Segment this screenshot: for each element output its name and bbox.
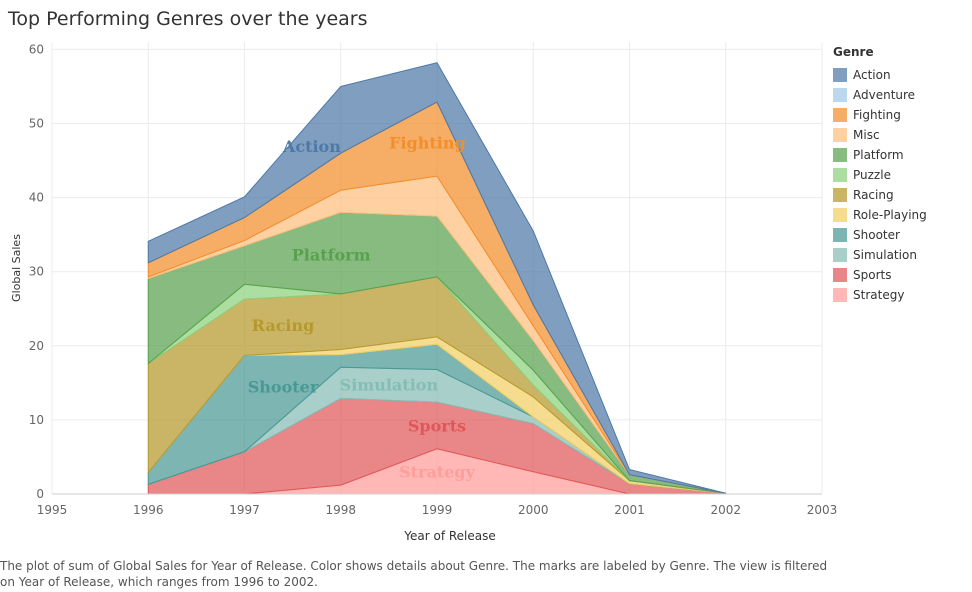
x-tick-label: 1999 <box>422 503 453 517</box>
y-axis-label: Global Sales <box>10 234 23 302</box>
legend-item[interactable]: Strategy <box>833 285 927 305</box>
x-tick-label: 1997 <box>229 503 260 517</box>
legend-item[interactable]: Role-Playing <box>833 205 927 225</box>
y-tick-label: 30 <box>29 265 44 279</box>
legend-swatch <box>833 108 847 122</box>
legend-label: Role-Playing <box>853 208 927 222</box>
legend-label: Adventure <box>853 88 916 102</box>
legend-swatch <box>833 128 847 142</box>
legend-label: Action <box>853 68 891 82</box>
x-tick-label: 1996 <box>133 503 164 517</box>
caption: The plot of sum of Global Sales for Year… <box>0 559 828 589</box>
legend-swatch <box>833 168 847 182</box>
legend-item[interactable]: Shooter <box>833 225 927 245</box>
x-tick-label: 2003 <box>807 503 838 517</box>
area-action <box>147 62 726 494</box>
legend-label: Strategy <box>853 288 905 302</box>
legend-item[interactable]: Fighting <box>833 105 927 125</box>
legend-item[interactable]: Misc <box>833 125 927 145</box>
legend-swatch <box>833 88 847 102</box>
legend-swatch <box>833 268 847 282</box>
chart-title: Top Performing Genres over the years <box>8 8 368 30</box>
legend-item[interactable]: Simulation <box>833 245 927 265</box>
area-label-racing: Racing <box>252 316 315 335</box>
legend-swatch <box>833 208 847 222</box>
y-tick-label: 60 <box>29 42 44 56</box>
legend-label: Simulation <box>853 248 917 262</box>
area-label-sports: Sports <box>408 416 466 435</box>
x-tick-label: 2002 <box>710 503 741 517</box>
y-tick-label: 40 <box>29 191 44 205</box>
legend-swatch <box>833 228 847 242</box>
legend-swatch <box>833 148 847 162</box>
y-tick-label: 50 <box>29 117 44 131</box>
x-axis-label: Year of Release <box>403 529 496 543</box>
area-label-fighting: Fighting <box>389 133 466 152</box>
legend-item[interactable]: Adventure <box>833 85 927 105</box>
x-tick-label: 2000 <box>518 503 549 517</box>
x-tick-label: 1998 <box>325 503 356 517</box>
y-tick-label: 20 <box>29 339 44 353</box>
area-labels: Strategy Sports Simulation Shooter Racing Pla… <box>248 133 476 481</box>
legend: Genre Action Adventure Fighting Misc Platfor… <box>833 45 927 305</box>
legend-swatch <box>833 68 847 82</box>
axes: 0 10 20 30 40 50 60 1995 1996 1997 1998 1999 2000 200… <box>10 42 837 543</box>
legend-item[interactable]: Puzzle <box>833 165 927 185</box>
legend-label: Platform <box>853 148 904 162</box>
legend-item[interactable]: Action <box>833 65 927 85</box>
area-label-shooter: Shooter <box>248 378 319 397</box>
y-tick-label: 0 <box>36 487 44 501</box>
legend-title: Genre <box>833 45 874 59</box>
area-label-strategy: Strategy <box>399 462 476 481</box>
legend-label: Fighting <box>853 108 901 122</box>
legend-label: Puzzle <box>853 168 891 182</box>
y-tick-label: 10 <box>29 413 44 427</box>
legend-label: Sports <box>853 268 892 282</box>
area-label-platform: Platform <box>292 245 371 264</box>
legend-item[interactable]: Platform <box>833 145 927 165</box>
area-label-action: Action <box>282 137 341 156</box>
x-tick-label: 2001 <box>614 503 645 517</box>
area-label-simulation: Simulation <box>340 375 439 394</box>
legend-label: Racing <box>853 188 894 202</box>
areas <box>147 62 727 495</box>
x-tick-label: 1995 <box>37 503 68 517</box>
legend-label: Shooter <box>853 228 900 242</box>
legend-label: Misc <box>853 128 880 142</box>
legend-item[interactable]: Sports <box>833 265 927 285</box>
legend-swatch <box>833 188 847 202</box>
legend-swatch <box>833 248 847 262</box>
legend-item[interactable]: Racing <box>833 185 927 205</box>
legend-swatch <box>833 288 847 302</box>
legend-items: Action Adventure Fighting Misc Platform Puzzl… <box>833 65 927 305</box>
